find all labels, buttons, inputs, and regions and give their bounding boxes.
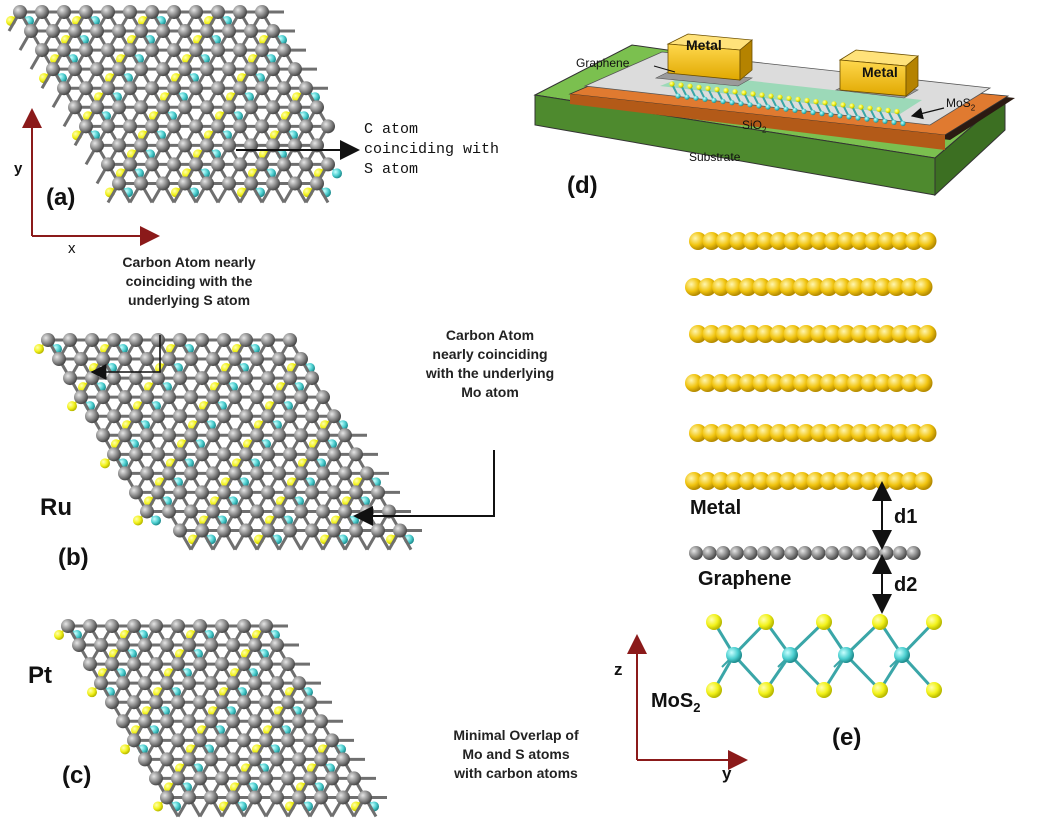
carbon-s-annotation: Carbon Atom nearly coinciding with the u…: [122, 254, 256, 308]
device-mos2-label: MoS2: [946, 96, 976, 113]
lattice-panel-a: [6, 5, 342, 204]
axis-label-y-e: y: [722, 764, 732, 783]
side-mos2-label: MoS2: [651, 690, 701, 715]
lattice-panel-b: [34, 333, 422, 551]
device-metal-left-label: Metal: [686, 37, 722, 53]
axes-a: [22, 108, 160, 246]
device-graphene-label: Graphene: [576, 56, 630, 70]
mos2-layer: [706, 614, 942, 698]
metal-name-ru: Ru: [40, 494, 72, 521]
metal-layers: [685, 232, 937, 490]
metal-name-pt: Pt: [28, 662, 52, 689]
panel-label-e: (e): [832, 724, 862, 751]
minimal-overlap-annotation: Minimal Overlap of Mo and S atoms with c…: [453, 727, 579, 781]
device-schematic: [533, 33, 1015, 197]
annotation-arrows: [90, 140, 495, 526]
axis-label-z-e: z: [614, 660, 623, 679]
panel-label-b: (b): [58, 544, 89, 571]
device-metal-right-label: Metal: [862, 64, 898, 80]
device-substrate-label: Substrate: [689, 150, 741, 164]
axes-e: [627, 634, 748, 770]
c-atom-label-1: C atom: [364, 121, 419, 138]
c-atom-label-3: S atom: [364, 161, 419, 178]
lattice-panel-c: [54, 619, 387, 818]
side-metal-label: Metal: [690, 497, 742, 519]
axis-label-y-a: y: [14, 160, 23, 177]
axis-label-x-a: x: [68, 240, 76, 257]
carbon-mo-annotation: Carbon Atom nearly coinciding with the u…: [425, 327, 555, 400]
spacing-label-d1: d1: [894, 506, 918, 528]
device-sio2-label: SiO2: [742, 118, 767, 135]
spacing-label-d2: d2: [894, 574, 918, 596]
panel-label-c: (c): [62, 762, 92, 789]
panel-label-a: (a): [46, 184, 76, 211]
c-atom-label-2: coinciding with: [364, 141, 500, 158]
mos2-channel: [669, 81, 906, 127]
graphene-layer: [689, 546, 921, 560]
panel-label-d: (d): [567, 172, 598, 199]
side-graphene-label: Graphene: [698, 568, 792, 590]
